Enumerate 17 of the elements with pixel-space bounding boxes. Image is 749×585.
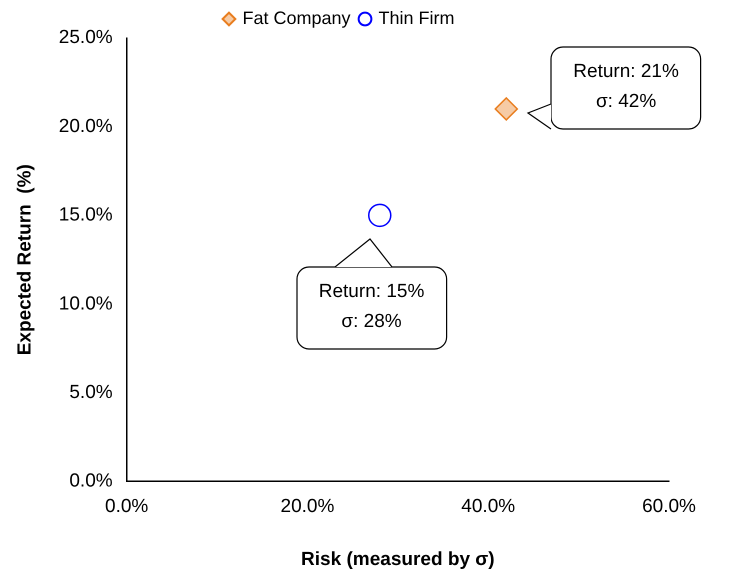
- x-tick-label: 20.0%: [280, 496, 334, 518]
- legend-label: Thin Firm: [378, 8, 455, 28]
- x-tick-label: 40.0%: [461, 496, 516, 518]
- y-tick-label: 5.0%: [69, 382, 113, 403]
- annotation: Return: 15% σ: 28%: [318, 281, 426, 334]
- legend-label: Fat Company: [242, 8, 351, 28]
- annotation: Return: 21% σ: 42%: [572, 60, 680, 114]
- y-tick-label: 0.0%: [69, 470, 113, 492]
- y-axis-title: Expected Return (%): [14, 164, 36, 356]
- y-tick-label: 10.0%: [58, 293, 113, 314]
- x-tick-label: 60.0%: [642, 496, 696, 518]
- speech-bubble: Return: 21% σ: 42%: [551, 46, 701, 129]
- y-tick-label: 25.0%: [58, 27, 113, 48]
- y-tick-label: 15.0%: [58, 204, 113, 226]
- x-tick-label: 0.0%: [105, 496, 148, 518]
- y-tick-label: 20.0%: [58, 116, 113, 137]
- x-axis-title: Risk (measured by σ): [301, 548, 495, 570]
